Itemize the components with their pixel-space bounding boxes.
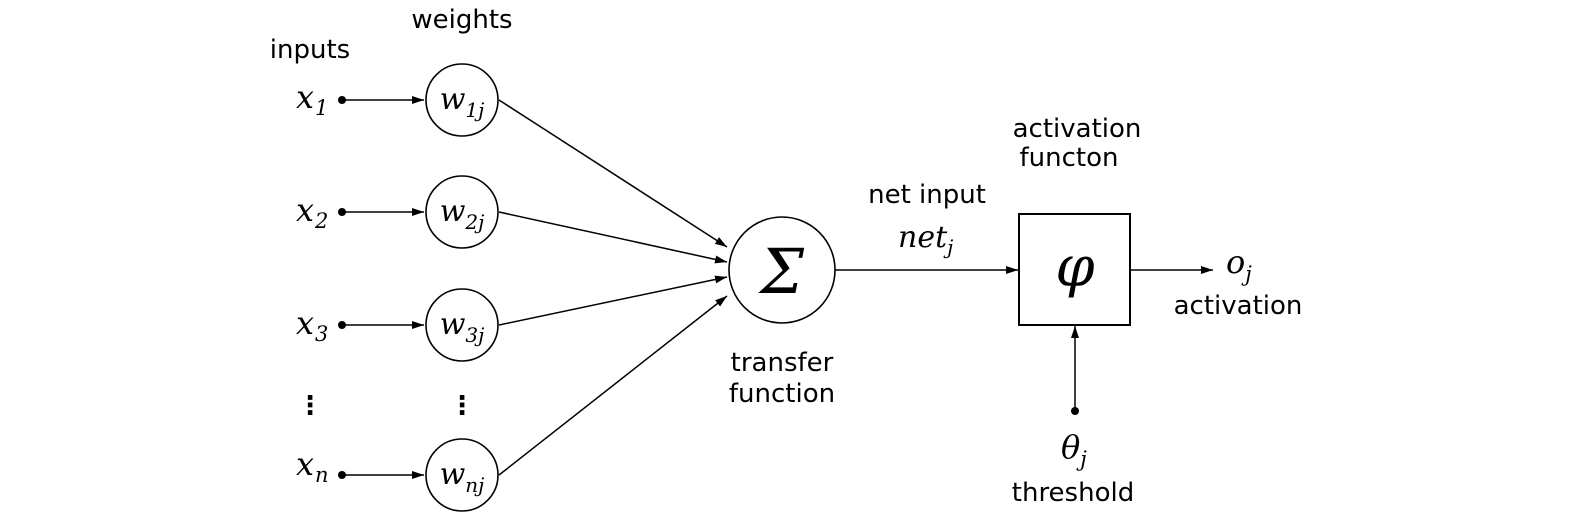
weight-node-n <box>425 438 499 512</box>
sigma-icon: Σ <box>758 235 805 308</box>
net-input-label: net input <box>868 180 986 210</box>
output-oj-label: oj <box>1226 243 1252 286</box>
input-x2-label: x2 <box>296 191 328 233</box>
weights-label: weights <box>411 5 512 35</box>
weight-to-sum-arrow-2 <box>498 211 728 264</box>
activation-label: activation <box>1174 291 1303 321</box>
activation-function-label-line2: functon <box>1020 143 1119 173</box>
weight-to-sum-arrow-3 <box>498 275 728 326</box>
weight-node-3 <box>425 288 499 362</box>
theta-j-label: θj <box>1061 428 1087 471</box>
input-x3-label: x3 <box>296 304 328 346</box>
weight-to-sum-arrow-n <box>498 295 728 476</box>
net-j-label: netj <box>898 220 953 259</box>
weight-w1j-label: w1j <box>440 82 485 122</box>
input-x1-label: x1 <box>296 78 328 120</box>
input-ellipsis: ⋮ <box>297 391 323 421</box>
weight-wnj-label: wnj <box>440 457 485 497</box>
weight-ellipsis: ⋮ <box>449 391 475 421</box>
transfer-function-label-line2: function <box>729 379 835 409</box>
input-xn-label: xn <box>296 445 329 487</box>
activation-function-label-line1: activation <box>1013 114 1142 144</box>
weight-w3j-label: w3j <box>440 307 485 347</box>
phi-icon: φ <box>1055 235 1094 300</box>
transfer-function-label-line1: transfer <box>731 348 834 378</box>
weight-w2j-label: w2j <box>440 194 485 234</box>
weight-node-2 <box>425 175 499 249</box>
weight-to-sum-arrow-1 <box>498 99 728 248</box>
weight-node-1 <box>425 63 499 137</box>
activation-function-box <box>1018 213 1131 326</box>
inputs-label: inputs <box>270 35 350 65</box>
threshold-label: threshold <box>1012 478 1134 508</box>
